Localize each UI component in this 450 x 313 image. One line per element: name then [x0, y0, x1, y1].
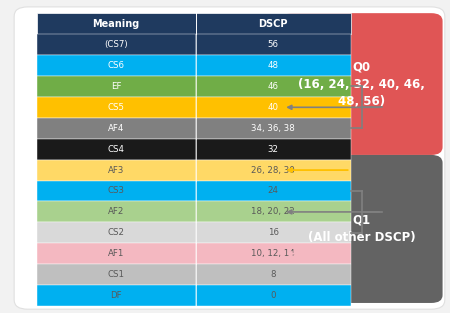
Text: 26, 28, 30: 26, 28, 30 — [252, 166, 295, 175]
FancyBboxPatch shape — [14, 7, 445, 309]
Text: EF: EF — [111, 82, 122, 91]
Text: 10, 12, 14: 10, 12, 14 — [252, 249, 295, 258]
Text: CS3: CS3 — [108, 187, 125, 196]
Bar — [196, 76, 351, 97]
Text: CS5: CS5 — [108, 103, 125, 112]
Text: CS2: CS2 — [108, 228, 125, 237]
Bar — [196, 97, 351, 118]
Bar — [36, 55, 196, 76]
Text: CS6: CS6 — [108, 61, 125, 70]
Text: CS4: CS4 — [108, 145, 125, 154]
FancyBboxPatch shape — [281, 155, 443, 303]
Bar — [196, 181, 351, 202]
Bar — [36, 76, 196, 97]
Bar — [196, 285, 351, 306]
Bar — [196, 118, 351, 139]
Bar — [36, 139, 196, 160]
Text: AF4: AF4 — [108, 124, 124, 133]
Text: 48: 48 — [268, 61, 279, 70]
Text: 0: 0 — [270, 291, 276, 300]
Bar — [196, 139, 351, 160]
Text: 56: 56 — [268, 40, 279, 49]
Bar — [196, 55, 351, 76]
Text: DSCP: DSCP — [258, 18, 288, 28]
Bar — [36, 202, 196, 222]
Text: Q1
(All other DSCP): Q1 (All other DSCP) — [308, 214, 416, 244]
Bar — [196, 160, 351, 181]
Bar — [196, 222, 351, 243]
Text: 46: 46 — [268, 82, 279, 91]
Text: 32: 32 — [268, 145, 279, 154]
Text: AF3: AF3 — [108, 166, 124, 175]
Bar — [196, 264, 351, 285]
Bar — [36, 160, 196, 181]
Text: 8: 8 — [270, 270, 276, 279]
Bar — [196, 243, 351, 264]
Bar — [36, 181, 196, 202]
Bar — [36, 34, 196, 55]
Text: AF2: AF2 — [108, 208, 124, 216]
Text: 34, 36, 38: 34, 36, 38 — [252, 124, 295, 133]
Bar — [196, 202, 351, 222]
Bar — [36, 285, 196, 306]
Bar — [196, 34, 351, 55]
Text: DF: DF — [110, 291, 122, 300]
Text: 40: 40 — [268, 103, 279, 112]
Text: 24: 24 — [268, 187, 279, 196]
Text: CS1: CS1 — [108, 270, 125, 279]
Text: 18, 20, 22: 18, 20, 22 — [252, 208, 295, 216]
Bar — [36, 243, 196, 264]
FancyBboxPatch shape — [281, 13, 443, 155]
Bar — [36, 118, 196, 139]
Text: AF1: AF1 — [108, 249, 124, 258]
Bar — [36, 97, 196, 118]
Text: Meaning: Meaning — [93, 18, 140, 28]
Text: Q0
(16, 24, 32, 40, 46,
48, 56): Q0 (16, 24, 32, 40, 46, 48, 56) — [298, 60, 425, 108]
Bar — [36, 13, 351, 34]
Bar — [36, 264, 196, 285]
Text: 16: 16 — [268, 228, 279, 237]
Text: (CS7): (CS7) — [104, 40, 128, 49]
Bar — [36, 222, 196, 243]
